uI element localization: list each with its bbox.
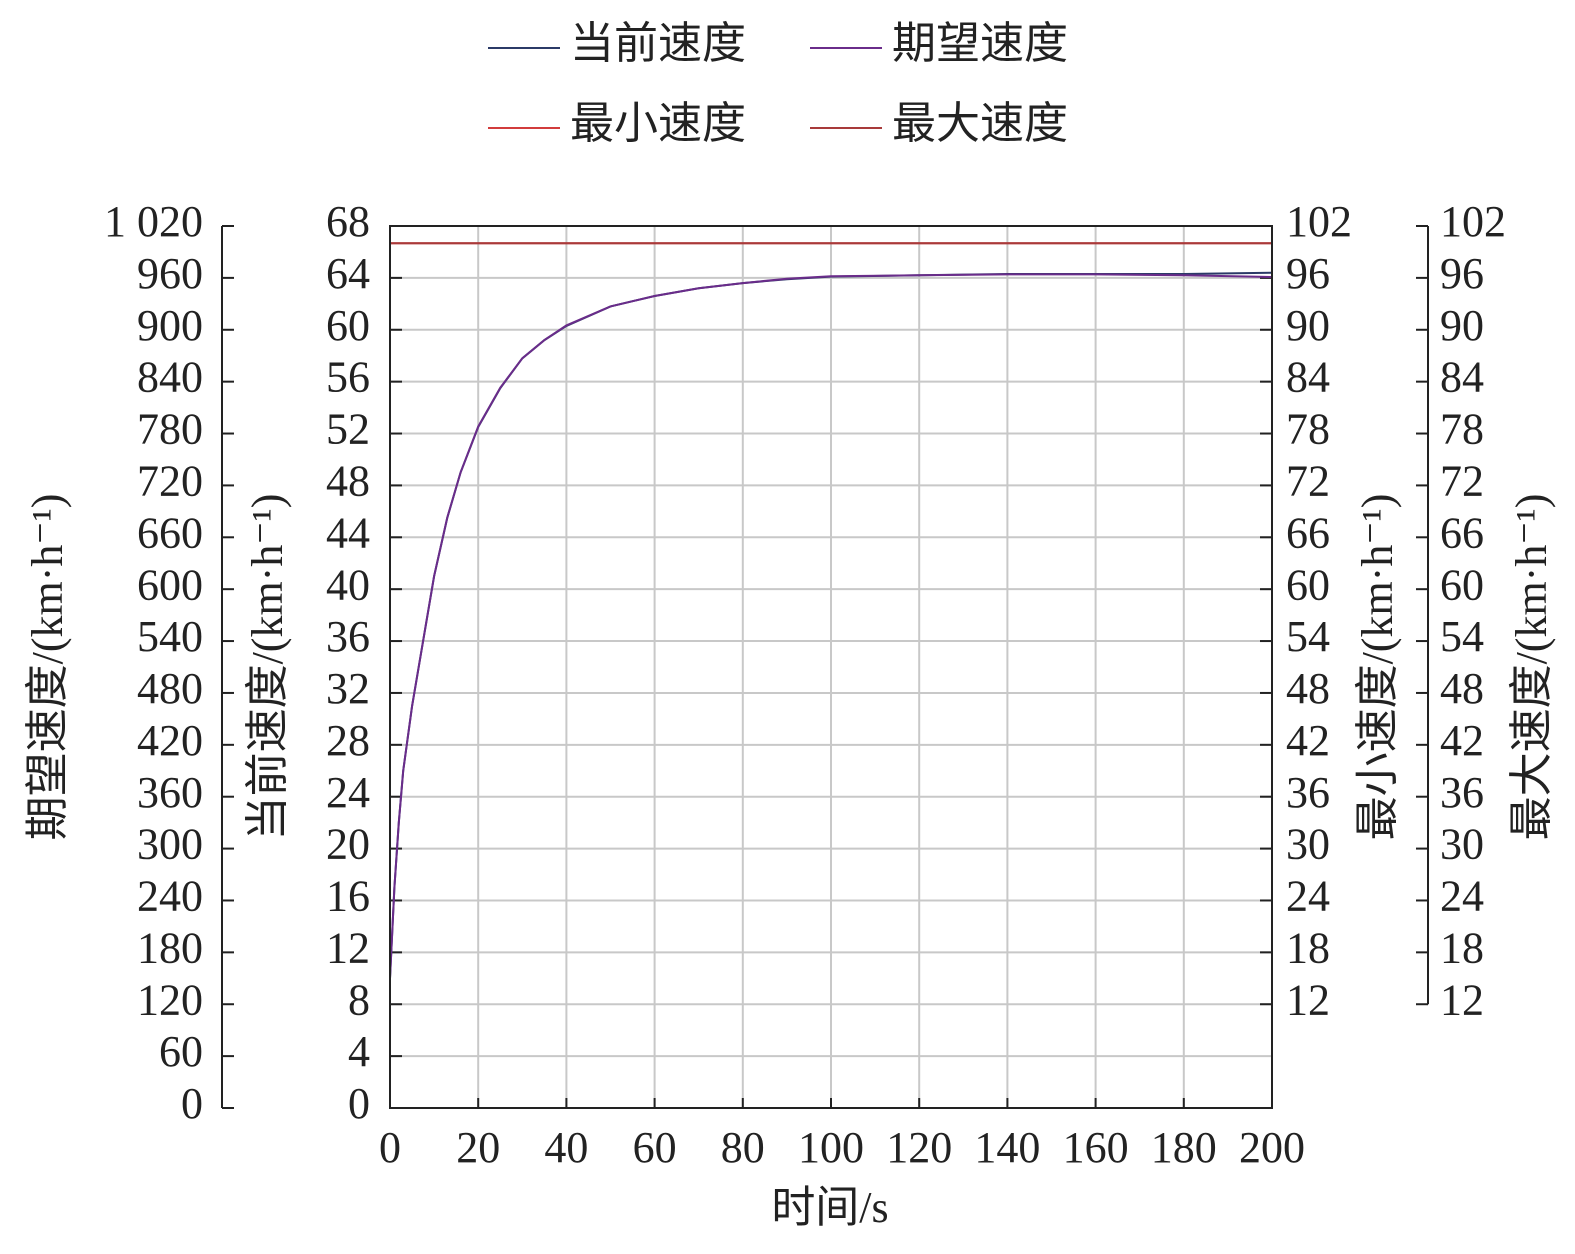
y-tick-label: 780 bbox=[137, 405, 203, 454]
y-tick-label: 54 bbox=[1286, 612, 1330, 661]
x-tick-label: 20 bbox=[456, 1123, 500, 1172]
y-tick-label: 120 bbox=[137, 975, 203, 1024]
y-tick-label: 8 bbox=[348, 975, 370, 1024]
y-tick-label: 72 bbox=[1286, 457, 1330, 506]
y-tick-label: 54 bbox=[1440, 612, 1484, 661]
series-line bbox=[389, 273, 1273, 979]
y-tick-label: 240 bbox=[137, 872, 203, 921]
x-tick-label: 80 bbox=[721, 1123, 765, 1172]
y-tick-label: 0 bbox=[348, 1079, 370, 1128]
y-tick-label: 66 bbox=[1440, 508, 1484, 557]
legend-label: 期望速度 bbox=[892, 19, 1068, 68]
y-tick-label: 1 020 bbox=[104, 197, 203, 246]
y-tick-label: 16 bbox=[326, 872, 370, 921]
y-tick-label: 12 bbox=[1440, 975, 1484, 1024]
y-tick-label: 96 bbox=[1286, 249, 1330, 298]
y-tick-label: 90 bbox=[1440, 301, 1484, 350]
y-tick-label: 18 bbox=[1286, 923, 1330, 972]
y-tick-label: 84 bbox=[1440, 353, 1484, 402]
y-tick-label: 52 bbox=[326, 405, 370, 454]
legend-label: 最小速度 bbox=[570, 99, 746, 148]
y-tick-label: 48 bbox=[1440, 664, 1484, 713]
x-tick-label: 60 bbox=[633, 1123, 677, 1172]
y-tick-label: 18 bbox=[1440, 923, 1484, 972]
y-tick-label: 78 bbox=[1440, 405, 1484, 454]
y-tick-label: 30 bbox=[1286, 820, 1330, 869]
y-axis-title: 最小速度/(km·h⁻¹) bbox=[1353, 494, 1402, 841]
y-tick-label: 64 bbox=[326, 249, 370, 298]
legend-label: 最大速度 bbox=[892, 99, 1068, 148]
y-axis-title: 期望速度/(km·h⁻¹) bbox=[23, 494, 72, 841]
y-tick-label: 960 bbox=[137, 249, 203, 298]
y-tick-label: 12 bbox=[1286, 975, 1330, 1024]
y-tick-label: 60 bbox=[1440, 560, 1484, 609]
y-tick-label: 60 bbox=[159, 1027, 203, 1076]
x-tick-label: 200 bbox=[1239, 1123, 1305, 1172]
y-tick-label: 72 bbox=[1440, 457, 1484, 506]
x-tick-label: 0 bbox=[379, 1123, 401, 1172]
x-tick-label: 160 bbox=[1063, 1123, 1129, 1172]
y-tick-label: 420 bbox=[137, 716, 203, 765]
y-tick-label: 90 bbox=[1286, 301, 1330, 350]
y-tick-label: 600 bbox=[137, 560, 203, 609]
y-tick-label: 540 bbox=[137, 612, 203, 661]
y-tick-label: 720 bbox=[137, 457, 203, 506]
y-tick-label: 42 bbox=[1286, 716, 1330, 765]
y-tick-label: 360 bbox=[137, 768, 203, 817]
x-tick-label: 180 bbox=[1151, 1123, 1217, 1172]
y-tick-label: 60 bbox=[1286, 560, 1330, 609]
x-tick-label: 100 bbox=[798, 1123, 864, 1172]
y-tick-label: 180 bbox=[137, 923, 203, 972]
x-tick-label: 120 bbox=[886, 1123, 952, 1172]
y-tick-label: 40 bbox=[326, 560, 370, 609]
legend-label: 当前速度 bbox=[570, 19, 746, 68]
y-tick-label: 0 bbox=[181, 1079, 203, 1128]
y-tick-label: 660 bbox=[137, 508, 203, 557]
y-tick-label: 12 bbox=[326, 923, 370, 972]
y-tick-label: 24 bbox=[326, 768, 370, 817]
y-tick-label: 36 bbox=[1286, 768, 1330, 817]
y-tick-label: 840 bbox=[137, 353, 203, 402]
y-tick-label: 4 bbox=[348, 1027, 370, 1076]
y-tick-label: 36 bbox=[326, 612, 370, 661]
y-tick-label: 900 bbox=[137, 301, 203, 350]
y-tick-label: 68 bbox=[326, 197, 370, 246]
y-tick-label: 30 bbox=[1440, 820, 1484, 869]
y-tick-label: 78 bbox=[1286, 405, 1330, 454]
x-tick-label: 40 bbox=[544, 1123, 588, 1172]
y-tick-label: 48 bbox=[1286, 664, 1330, 713]
y-tick-label: 102 bbox=[1440, 197, 1506, 246]
y-tick-label: 36 bbox=[1440, 768, 1484, 817]
y-tick-label: 48 bbox=[326, 457, 370, 506]
y-tick-label: 56 bbox=[326, 353, 370, 402]
y-tick-label: 96 bbox=[1440, 249, 1484, 298]
y-tick-label: 44 bbox=[326, 508, 370, 557]
y-tick-label: 24 bbox=[1440, 872, 1484, 921]
y-tick-label: 102 bbox=[1286, 197, 1352, 246]
plot-frame bbox=[389, 225, 1273, 1109]
x-tick-label: 140 bbox=[974, 1123, 1040, 1172]
y-axis-title: 当前速度/(km·h⁻¹) bbox=[243, 494, 292, 841]
y-tick-label: 20 bbox=[326, 820, 370, 869]
y-tick-label: 300 bbox=[137, 820, 203, 869]
y-tick-label: 28 bbox=[326, 716, 370, 765]
y-tick-label: 32 bbox=[326, 664, 370, 713]
x-axis-title: 时间/s bbox=[771, 1183, 888, 1232]
y-tick-label: 66 bbox=[1286, 508, 1330, 557]
y-tick-label: 60 bbox=[326, 301, 370, 350]
y-tick-label: 480 bbox=[137, 664, 203, 713]
y-tick-label: 84 bbox=[1286, 353, 1330, 402]
y-axis-title: 最大速度/(km·h⁻¹) bbox=[1507, 494, 1556, 841]
y-tick-label: 24 bbox=[1286, 872, 1330, 921]
y-tick-label: 42 bbox=[1440, 716, 1484, 765]
